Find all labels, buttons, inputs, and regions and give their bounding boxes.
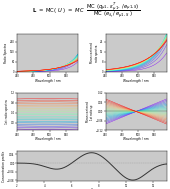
X-axis label: Wavelength / nm: Wavelength / nm bbox=[35, 137, 60, 141]
X-axis label: Wavelength / nm: Wavelength / nm bbox=[123, 79, 149, 83]
X-axis label: Wavelength / nm: Wavelength / nm bbox=[123, 137, 149, 141]
Y-axis label: Mean centered
ratio spectra: Mean centered ratio spectra bbox=[90, 42, 99, 63]
Y-axis label: Ratio Spectra: Ratio Spectra bbox=[4, 43, 8, 63]
Y-axis label: Mean centered
1st ratio sp.: Mean centered 1st ratio sp. bbox=[86, 101, 94, 122]
X-axis label: pH: pH bbox=[90, 188, 94, 189]
Y-axis label: Concentration profile: Concentration profile bbox=[2, 151, 6, 182]
Y-axis label: 1st ratio spectra: 1st ratio spectra bbox=[5, 99, 9, 124]
X-axis label: Wavelength / nm: Wavelength / nm bbox=[35, 79, 60, 83]
Text: $\mathbf{L}\ =\ \mathrm{MC}(\ U\ )\ =\ \mathit{MC}\ \ \dfrac{\mathrm{MC}\ (q_{\m: $\mathbf{L}\ =\ \mathrm{MC}(\ U\ )\ =\ \… bbox=[32, 2, 140, 21]
